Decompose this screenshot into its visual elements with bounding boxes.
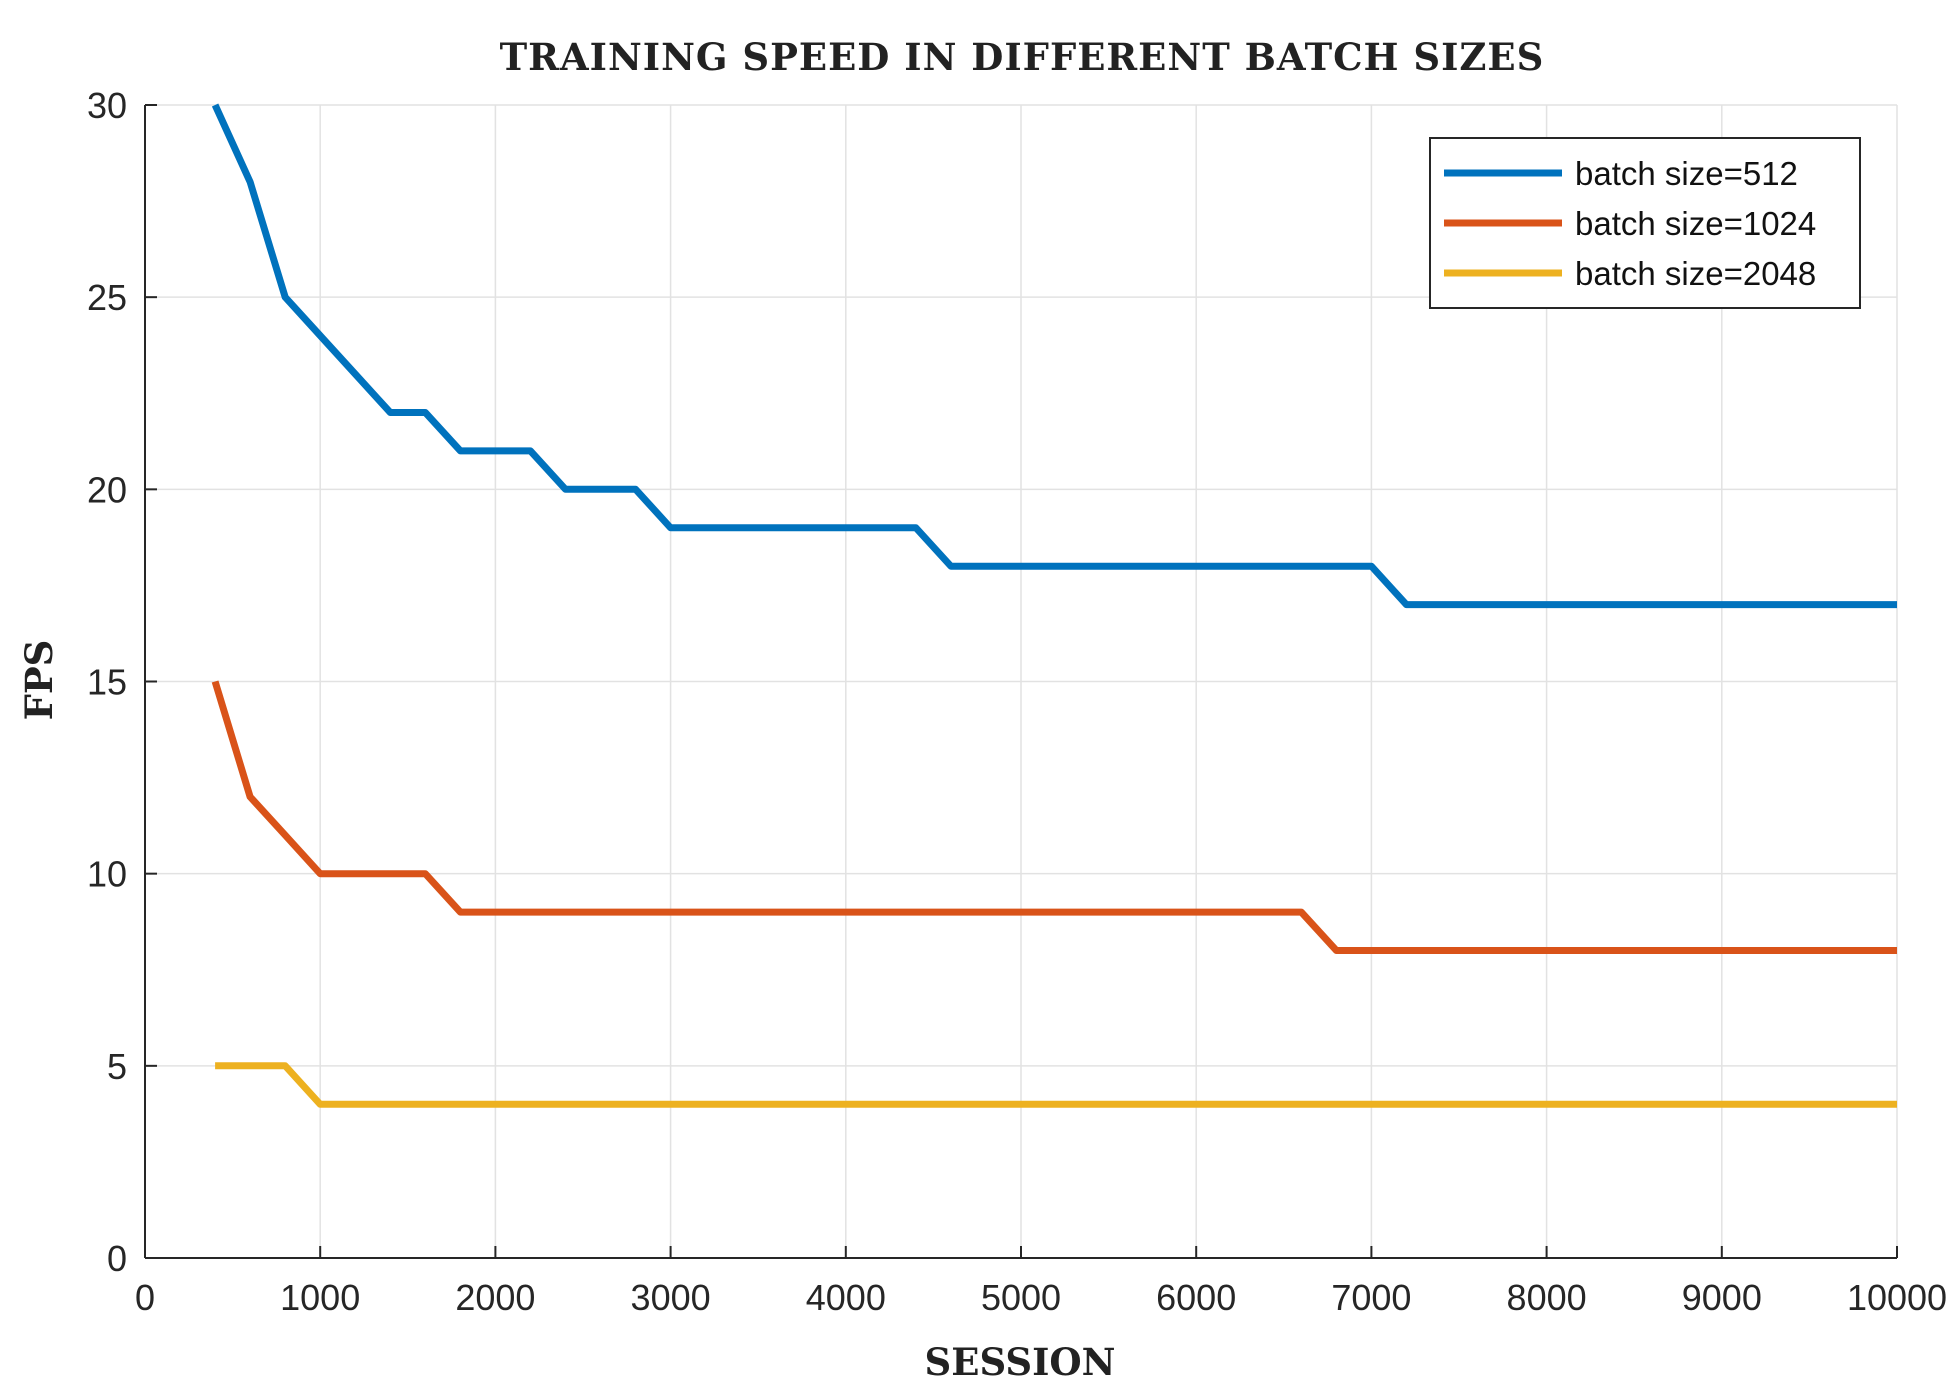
x-axis-label: SESSION <box>925 1340 1116 1384</box>
x-tick-label: 6000 <box>1156 1277 1236 1318</box>
legend-label: batch size=512 <box>1575 155 1798 192</box>
y-tick-label: 20 <box>87 469 127 510</box>
chart-title: TRAINING SPEED IN DIFFERENT BATCH SIZES <box>500 35 1545 79</box>
series-lines <box>211 103 1897 1108</box>
x-tick-label: 2000 <box>455 1277 535 1318</box>
legend: batch size=512 batch size=1024 batch size=… <box>1429 137 1861 309</box>
y-tick-label: 25 <box>87 277 127 318</box>
tick-labels: 0 1000 2000 3000 4000 5000 6000 7000 8000 9000 100… <box>87 85 1947 1318</box>
x-tick-label: 5000 <box>981 1277 1061 1318</box>
y-tick-label: 5 <box>107 1046 127 1087</box>
y-tick-label: 30 <box>87 85 127 126</box>
legend-label: batch size=1024 <box>1575 205 1816 242</box>
legend-label: batch size=2048 <box>1575 255 1816 292</box>
x-tick-label: 4000 <box>806 1277 886 1318</box>
y-tick-label: 10 <box>87 854 127 895</box>
x-tick-label: 0 <box>135 1277 155 1318</box>
series-line-1 <box>211 103 1897 609</box>
x-tick-label: 1000 <box>280 1277 360 1318</box>
x-tick-label: 9000 <box>1682 1277 1762 1318</box>
x-tick-label: 3000 <box>631 1277 711 1318</box>
y-tick-label: 15 <box>87 662 127 703</box>
axes <box>144 104 1898 1259</box>
x-tick-label: 7000 <box>1331 1277 1411 1318</box>
y-axis-label: FPS <box>17 640 61 721</box>
x-tick-label: 8000 <box>1507 1277 1587 1318</box>
x-tick-label: 10000 <box>1847 1277 1947 1318</box>
y-tick-label: 0 <box>107 1238 127 1279</box>
series-line-3 <box>215 1062 1897 1108</box>
series-line-2 <box>211 680 1897 954</box>
